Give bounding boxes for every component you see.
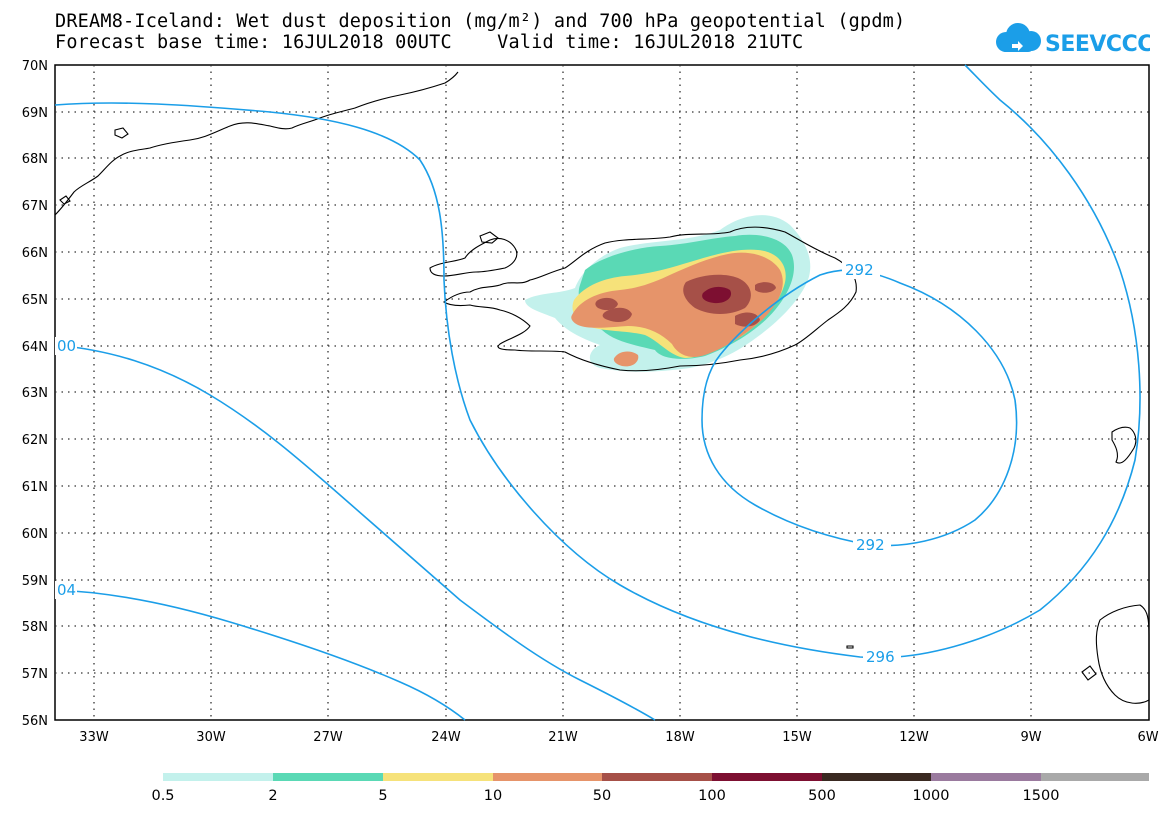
lat-label: 65N [22, 293, 48, 308]
contour-line [54, 589, 466, 721]
lat-label: 69N [22, 106, 48, 121]
graticule [55, 65, 1149, 720]
lat-label: 63N [22, 386, 48, 401]
lat-label: 64N [22, 340, 48, 355]
lat-label: 60N [22, 527, 48, 542]
colorbar-label: 5 [378, 788, 387, 804]
contour-label: 292 [856, 536, 885, 554]
lat-label: 70N [22, 59, 48, 74]
lat-label: 58N [22, 620, 48, 635]
colorbar-label: 0.5 [151, 788, 174, 804]
contour-label: 296 [866, 648, 895, 666]
geopotential-contours [54, 64, 1141, 721]
colorbar-swatch [383, 773, 493, 781]
lat-label: 59N [22, 574, 48, 589]
lon-label: 27W [313, 730, 343, 745]
dust-deposition-field [525, 215, 811, 372]
colorbar: 0.5 2 5 10 50 100 500 1000 1500 [151, 773, 1149, 804]
chart-title: DREAM8-Iceland: Wet dust deposition (mg/… [55, 11, 906, 32]
colorbar-label: 500 [808, 788, 836, 804]
lat-label: 66N [22, 246, 48, 261]
colorbar-label: 10 [484, 788, 502, 804]
contour-label: 04 [57, 581, 76, 599]
chart-subtitle: Forecast base time: 16JUL2018 00UTC Vali… [55, 32, 804, 53]
lon-label: 33W [79, 730, 109, 745]
lon-label: 6W [1137, 730, 1158, 745]
lat-label: 68N [22, 152, 48, 167]
lat-label: 56N [22, 714, 48, 729]
lon-label: 21W [548, 730, 578, 745]
contour-label: 292 [845, 261, 874, 279]
longitude-labels: 33W 30W 27W 24W 21W 18W 15W 12W 9W 6W [79, 730, 1158, 745]
contour-label: 00 [57, 337, 76, 355]
colorbar-swatch [273, 773, 383, 781]
colorbar-swatch [493, 773, 602, 781]
colorbar-swatch [712, 773, 822, 781]
colorbar-swatch [602, 773, 712, 781]
colorbar-swatch [1041, 773, 1149, 781]
lon-label: 18W [665, 730, 695, 745]
lon-label: 24W [431, 730, 461, 745]
colorbar-label: 1000 [913, 788, 950, 804]
seevccc-logo: SEEVCCC [996, 23, 1150, 56]
lat-label: 57N [22, 667, 48, 682]
lon-label: 30W [196, 730, 226, 745]
lat-label: 62N [22, 433, 48, 448]
lon-label: 9W [1020, 730, 1041, 745]
colorbar-swatch [822, 773, 931, 781]
colorbar-label: 2 [268, 788, 277, 804]
coastlines [54, 71, 1150, 704]
lat-label: 67N [22, 199, 48, 214]
latitude-labels: 70N 69N 68N 67N 66N 65N 64N 63N 62N 61N … [22, 59, 48, 729]
colorbar-label: 1500 [1023, 788, 1060, 804]
logo-text: SEEVCCC [1045, 32, 1150, 56]
colorbar-swatch [163, 773, 273, 781]
colorbar-label: 50 [593, 788, 611, 804]
lat-label: 61N [22, 480, 48, 495]
lon-label: 12W [899, 730, 929, 745]
colorbar-label: 100 [698, 788, 726, 804]
colorbar-swatch [931, 773, 1041, 781]
lon-label: 15W [782, 730, 812, 745]
contour-line [54, 344, 656, 721]
contour-line [701, 269, 1018, 547]
contour-labels: 292 292 296 00 04 [55, 261, 901, 666]
cloud-icon [996, 23, 1041, 52]
contour-line [54, 64, 1141, 659]
